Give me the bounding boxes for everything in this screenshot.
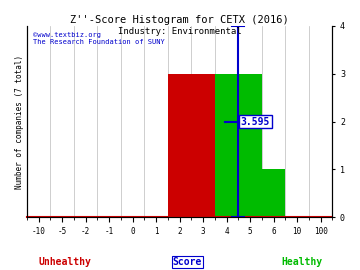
Text: Healthy: Healthy xyxy=(282,257,323,267)
Text: ©www.textbiz.org
The Research Foundation of SUNY: ©www.textbiz.org The Research Foundation… xyxy=(33,32,165,45)
Text: Score: Score xyxy=(172,257,202,267)
Title: Z''-Score Histogram for CETX (2016): Z''-Score Histogram for CETX (2016) xyxy=(70,15,289,25)
Text: 3.595: 3.595 xyxy=(241,117,270,127)
Y-axis label: Number of companies (7 total): Number of companies (7 total) xyxy=(15,55,24,189)
Text: Industry: Environmental: Industry: Environmental xyxy=(118,28,242,36)
Text: Unhealthy: Unhealthy xyxy=(39,257,91,267)
Bar xyxy=(168,74,215,217)
Bar xyxy=(262,170,285,217)
Bar xyxy=(215,74,262,217)
